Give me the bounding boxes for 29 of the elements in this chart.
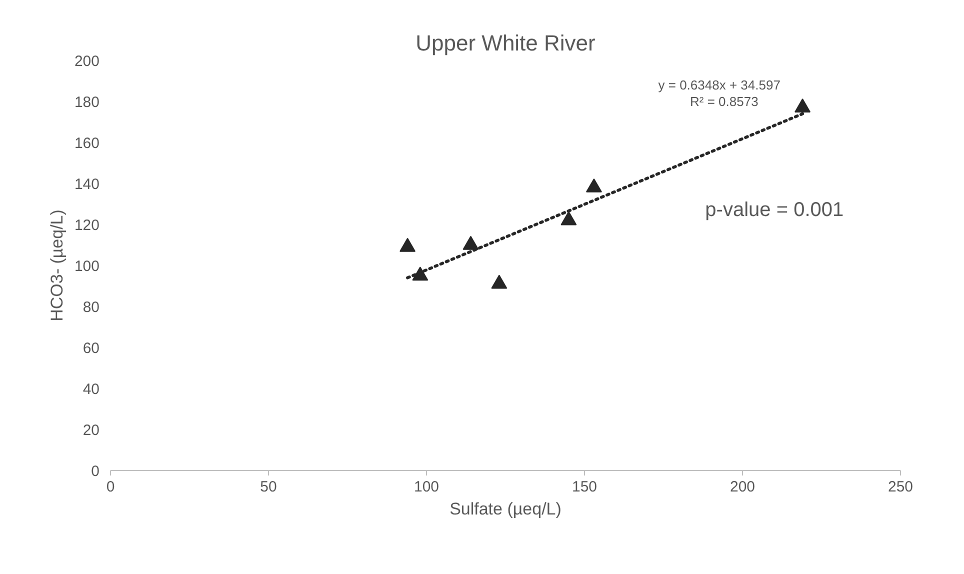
- point: [586, 178, 602, 192]
- y-tick-label: 0: [91, 463, 100, 480]
- x-axis-title: Sulfate (µeq/L): [450, 500, 562, 518]
- y-tick-label: 180: [74, 94, 100, 111]
- x-tick-label: 250: [888, 478, 914, 496]
- point: [462, 236, 479, 250]
- y-axis-title: HCO3- (µeq/L): [47, 210, 66, 322]
- y-tick-label: 80: [82, 299, 100, 316]
- y-tick-label: 140: [74, 176, 100, 193]
- y-tick-label: 100: [74, 258, 100, 275]
- annotation: R² = 0.8573: [690, 94, 758, 109]
- y-tick-label: 20: [82, 422, 100, 439]
- point: [491, 274, 508, 289]
- x-tick-label: 50: [260, 478, 277, 496]
- x-tick-label: 0: [106, 478, 115, 496]
- point: [400, 238, 416, 252]
- chart-title: Upper White River: [416, 30, 596, 56]
- y-tick-label: 60: [82, 340, 100, 357]
- x-tick-label: 150: [572, 478, 598, 496]
- y-tick-label: 120: [74, 217, 100, 234]
- annotation: p-value = 0.001: [705, 199, 844, 222]
- point: [794, 98, 811, 112]
- x-tick-label: 100: [414, 478, 440, 496]
- point: [560, 211, 577, 226]
- y-tick-label: 40: [82, 381, 100, 398]
- x-tick-label: 200: [730, 478, 756, 496]
- y-tick-label: 160: [74, 135, 100, 152]
- y-tick-label: 200: [74, 53, 100, 70]
- annotation: y = 0.6348x + 34.597: [658, 78, 780, 93]
